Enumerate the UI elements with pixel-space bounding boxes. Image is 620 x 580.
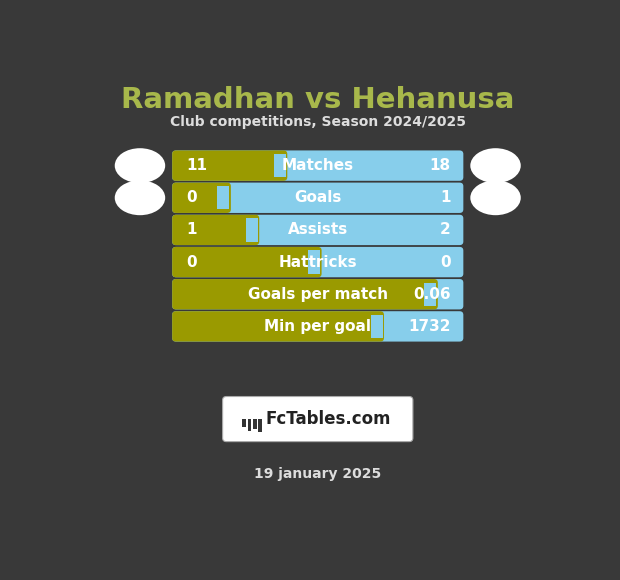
Text: 1: 1	[440, 190, 451, 205]
FancyBboxPatch shape	[172, 150, 463, 181]
FancyBboxPatch shape	[172, 311, 463, 342]
Text: Goals: Goals	[294, 190, 342, 205]
Text: 0: 0	[187, 255, 197, 270]
FancyBboxPatch shape	[172, 311, 384, 342]
Text: Matches: Matches	[281, 158, 354, 173]
Text: 2: 2	[440, 222, 451, 237]
Bar	[253, 419, 257, 429]
Text: Assists: Assists	[288, 222, 348, 237]
Ellipse shape	[471, 148, 521, 183]
Bar	[247, 419, 252, 431]
Ellipse shape	[115, 148, 165, 183]
Text: 1732: 1732	[409, 319, 451, 334]
Text: 0: 0	[440, 255, 451, 270]
Text: Ramadhan vs Hehanusa: Ramadhan vs Hehanusa	[121, 85, 515, 114]
FancyBboxPatch shape	[223, 397, 413, 441]
FancyBboxPatch shape	[172, 247, 463, 277]
Text: Club competitions, Season 2024/2025: Club competitions, Season 2024/2025	[170, 115, 466, 129]
Bar	[424, 282, 436, 306]
Text: FcTables.com: FcTables.com	[266, 410, 391, 428]
Ellipse shape	[115, 180, 165, 215]
FancyBboxPatch shape	[172, 150, 287, 181]
Bar	[218, 186, 229, 209]
Text: 0: 0	[187, 190, 197, 205]
FancyBboxPatch shape	[172, 279, 438, 309]
Text: 19 january 2025: 19 january 2025	[254, 467, 381, 481]
Bar	[371, 315, 383, 338]
Text: Hattricks: Hattricks	[278, 255, 357, 270]
FancyBboxPatch shape	[172, 215, 259, 245]
FancyBboxPatch shape	[172, 183, 463, 213]
Text: 18: 18	[430, 158, 451, 173]
Bar	[258, 419, 262, 433]
Text: 1: 1	[187, 222, 197, 237]
Bar	[308, 251, 320, 274]
Bar	[242, 419, 246, 427]
Bar	[274, 154, 286, 177]
Text: Min per goal: Min per goal	[264, 319, 371, 334]
FancyBboxPatch shape	[172, 279, 463, 309]
FancyBboxPatch shape	[172, 183, 231, 213]
Text: 11: 11	[187, 158, 208, 173]
Ellipse shape	[471, 180, 521, 215]
Text: 0.06: 0.06	[413, 287, 451, 302]
FancyBboxPatch shape	[172, 247, 322, 277]
FancyBboxPatch shape	[172, 215, 463, 245]
Bar	[246, 218, 258, 241]
Text: Goals per match: Goals per match	[247, 287, 388, 302]
